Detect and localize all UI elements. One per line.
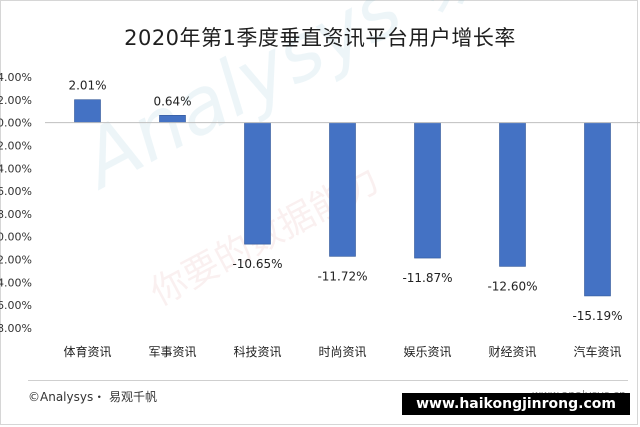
category-label: 军事资讯	[148, 345, 196, 359]
category-label: 体育资讯	[63, 344, 111, 359]
bar	[329, 122, 356, 257]
category-label: 汽车资讯	[573, 344, 621, 359]
bar	[414, 122, 441, 259]
bar	[244, 122, 271, 245]
data-label: -11.72%	[317, 269, 367, 283]
y-tick-label: -16.00%	[0, 299, 32, 312]
x-axis-labels: 体育资讯 军事资讯 科技资讯 时尚资讯 娱乐资讯 财经资讯 汽车资讯	[63, 344, 621, 359]
y-tick-label: -2.00%	[0, 139, 32, 152]
category-label: 娱乐资讯	[403, 345, 451, 359]
site-banner: www.haikongjinrong.com	[402, 393, 630, 415]
data-label: -12.60%	[487, 279, 537, 293]
y-tick-label: -14.00%	[0, 276, 32, 289]
data-label: -11.87%	[402, 271, 452, 285]
footer-divider	[28, 380, 628, 381]
category-label: 时尚资讯	[318, 345, 366, 359]
bars: 2.01% 0.64% -10.65% -11.72% -11.87% -12.60% -1…	[68, 79, 622, 323]
y-tick-label: -10.00%	[0, 231, 32, 244]
y-tick-label: -4.00%	[0, 162, 32, 175]
bar	[159, 115, 186, 123]
data-label: -15.19%	[572, 309, 622, 323]
category-label: 财经资讯	[488, 345, 536, 359]
data-label: 0.64%	[153, 94, 191, 108]
chart-title: 2020年第1季度垂直资讯平台用户增长率	[124, 26, 516, 50]
data-label: 2.01%	[68, 79, 106, 93]
category-label: 科技资讯	[233, 345, 281, 359]
y-axis: 4.00% 2.00% 0.00% -2.00% -4.00% -6.00% -8.00% -…	[0, 71, 32, 335]
y-tick-label: -6.00%	[0, 185, 32, 198]
y-tick-label: -18.00%	[0, 322, 32, 335]
y-tick-label: -8.00%	[0, 208, 32, 221]
y-tick-label: -12.00%	[0, 254, 32, 267]
bar	[584, 122, 611, 297]
y-tick-label: 0.00%	[0, 117, 32, 130]
y-tick-label: 4.00%	[0, 71, 32, 84]
data-label: -10.65%	[232, 257, 282, 271]
bar	[499, 122, 526, 267]
y-tick-label: 2.00%	[0, 94, 32, 107]
footer-source: ©Analysys・ 易观千帆	[28, 390, 158, 404]
bar	[74, 99, 101, 123]
